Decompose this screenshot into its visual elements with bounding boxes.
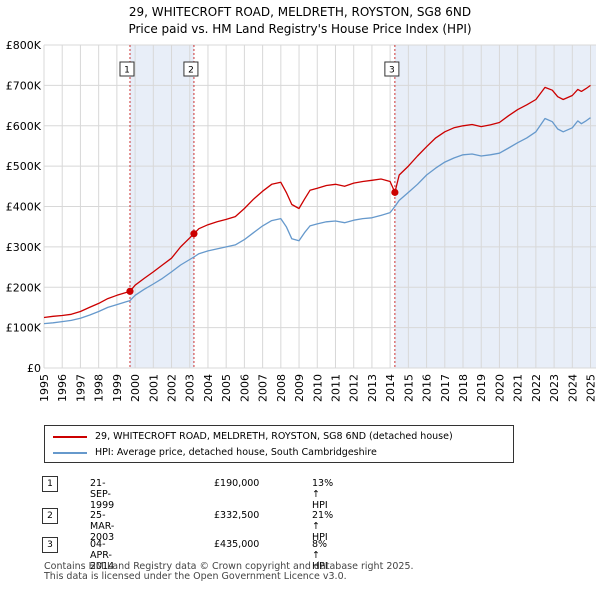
x-tick-label: 2021 xyxy=(512,374,525,402)
sale-date: 04-APR-2014 xyxy=(90,539,115,572)
y-tick-label: £100K xyxy=(6,322,42,335)
hpi-series-line xyxy=(43,117,591,325)
y-tick-label: £200K xyxy=(6,281,42,294)
sale-label-box xyxy=(183,61,199,77)
x-tick-label: 2016 xyxy=(421,374,434,402)
sale-hpi-change: 13% ↑ HPI xyxy=(312,478,334,511)
x-tick-label: 2019 xyxy=(475,374,488,402)
x-tick-label: 1999 xyxy=(111,374,124,402)
chart-subtitle: Price paid vs. HM Land Registry's House … xyxy=(128,22,471,36)
legend-label-property: 29, WHITECROFT ROAD, MELDRETH, ROYSTON, … xyxy=(95,431,453,442)
chart-title: 29, WHITECROFT ROAD, MELDRETH, ROYSTON, … xyxy=(129,5,471,19)
x-tick-label: 2005 xyxy=(220,374,233,402)
footer: Contains HM Land Registry data © Crown c… xyxy=(44,562,414,582)
sale-point xyxy=(190,230,198,238)
x-tick-label: 2014 xyxy=(384,374,397,402)
y-tick-label: £500K xyxy=(6,160,42,173)
y-tick-label: £400K xyxy=(6,201,42,214)
y-tick-label: £800K xyxy=(6,39,42,52)
x-tick-label: 2010 xyxy=(311,374,324,402)
sale-label-number: 3 xyxy=(389,66,395,76)
legend: 29, WHITECROFT ROAD, MELDRETH, ROYSTON, … xyxy=(44,425,514,463)
footer-copyright: Contains HM Land Registry data © Crown c… xyxy=(44,561,414,572)
x-tick-label: 2003 xyxy=(184,374,197,402)
x-tick-label: 2017 xyxy=(439,374,452,402)
x-tick-label: 2004 xyxy=(202,374,215,402)
x-tick-label: 2022 xyxy=(530,374,543,402)
x-tick-label: 2015 xyxy=(402,374,415,402)
sale-number: 3 xyxy=(42,537,58,553)
x-tick-label: 2011 xyxy=(329,374,342,402)
legend-swatch-hpi xyxy=(53,451,87,454)
x-tick-label: 2009 xyxy=(293,374,306,402)
legend-swatch-property xyxy=(53,435,87,438)
x-tick-label: 1995 xyxy=(38,374,51,402)
sale-date: 25-MAR-2003 xyxy=(90,510,115,543)
footer-licence: This data is licensed under the Open Gov… xyxy=(44,571,347,582)
x-tick-label: 2007 xyxy=(257,374,270,402)
sale-hpi-change: 21% ↑ HPI xyxy=(312,510,334,543)
price-chart: 29, WHITECROFT ROAD, MELDRETH, ROYSTON, … xyxy=(6,5,598,402)
x-tick-label: 2023 xyxy=(548,374,561,402)
legend-item-property: 29, WHITECROFT ROAD, MELDRETH, ROYSTON, … xyxy=(53,431,453,442)
y-tick-label: £300K xyxy=(6,241,42,254)
x-tick-label: 2002 xyxy=(166,374,179,402)
sale-price: £190,000 xyxy=(214,478,260,489)
x-tick-label: 2025 xyxy=(585,374,598,402)
sale-hpi-change: 8% ↑ HPI xyxy=(312,539,328,572)
x-tick-label: 2001 xyxy=(147,374,160,402)
sale-price: £435,000 xyxy=(214,539,260,550)
legend-item-hpi: HPI: Average price, detached house, Sout… xyxy=(53,447,377,458)
sale-date: 21-SEP-1999 xyxy=(90,478,115,511)
sale-price: £332,500 xyxy=(214,510,260,521)
x-tick-label: 2018 xyxy=(457,374,470,402)
sale-number: 2 xyxy=(42,508,58,524)
y-tick-label: £0 xyxy=(27,362,41,375)
sale-point xyxy=(391,188,399,196)
sale-point xyxy=(126,287,134,295)
x-tick-label: 2020 xyxy=(493,374,506,402)
sale-label-number: 1 xyxy=(124,66,130,76)
x-tick-label: 1997 xyxy=(74,374,87,402)
x-tick-label: 1998 xyxy=(93,374,106,402)
x-tick-label: 2008 xyxy=(275,374,288,402)
legend-label-hpi: HPI: Average price, detached house, Sout… xyxy=(95,447,377,458)
x-tick-label: 2000 xyxy=(129,374,142,402)
sale-label-box xyxy=(119,61,135,77)
sale-label-box xyxy=(384,61,400,77)
x-tick-label: 2012 xyxy=(348,374,361,402)
x-tick-label: 2024 xyxy=(566,374,579,402)
x-tick-label: 1996 xyxy=(56,374,69,402)
x-tick-label: 2013 xyxy=(366,374,379,402)
y-tick-label: £600K xyxy=(6,120,42,133)
sale-label-number: 2 xyxy=(188,66,194,76)
y-tick-label: £700K xyxy=(6,79,42,92)
x-tick-label: 2006 xyxy=(238,374,251,402)
property-series-line xyxy=(43,84,591,319)
sale-number: 1 xyxy=(42,476,58,492)
